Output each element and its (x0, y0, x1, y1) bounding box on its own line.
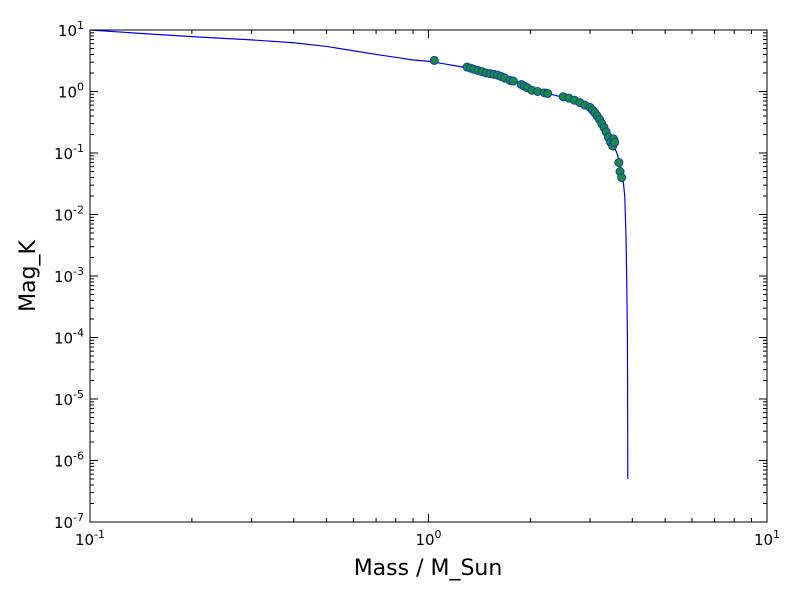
data-point (543, 88, 553, 98)
data-point (610, 137, 620, 147)
y-tick-label: 10-7 (54, 511, 84, 532)
y-tick-label: 10-3 (54, 265, 84, 286)
y-tick-label: 101 (58, 19, 84, 40)
x-axis-label: Mass / M_Sun (354, 556, 503, 581)
axis-ticks: 10-1 100 101 10-7 10-6 10-5 10-4 10-3 10-2 10-1 10… (54, 19, 780, 549)
y-tick-label: 10-1 (54, 142, 84, 163)
y-tick-label: 100 (58, 81, 84, 102)
data-point (429, 55, 439, 65)
data-point (617, 172, 627, 182)
y-axis-label: Mag_K (16, 240, 41, 312)
y-tick-label: 10-6 (54, 450, 84, 471)
y-tick-label: 10-4 (54, 327, 84, 348)
x-tick-label: 10-1 (75, 528, 105, 549)
x-tick-label: 101 (754, 528, 780, 549)
data-point (508, 76, 518, 86)
plot-area (89, 29, 768, 523)
y-tick-label: 10-2 (54, 204, 84, 225)
y-tick-label: 10-5 (54, 388, 84, 409)
data-point (614, 158, 624, 168)
x-tick-label: 100 (415, 528, 441, 549)
